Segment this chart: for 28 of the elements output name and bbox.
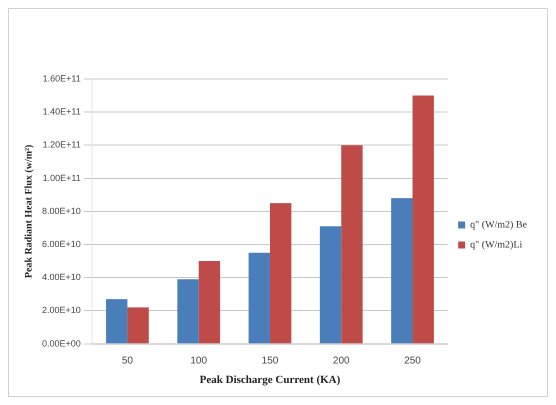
bar xyxy=(391,198,413,344)
x-tick-label: 100 xyxy=(190,356,208,367)
bar xyxy=(341,145,363,344)
bar xyxy=(248,252,270,344)
y-tick-label: 1.60E+11 xyxy=(42,73,81,84)
y-tick-label: 4.00E+10 xyxy=(42,272,81,282)
bar xyxy=(177,279,199,344)
x-axis-title: Peak Discharge Current (KA) xyxy=(200,374,341,386)
x-tick-label: 150 xyxy=(262,356,279,367)
y-axis-title: Peak Radiant Heat Flux (w/m²) xyxy=(24,144,35,278)
legend-label: q" (W/m2) Be xyxy=(470,220,528,231)
y-tick-label: 8.00E+10 xyxy=(42,206,81,216)
x-tick-label: 50 xyxy=(122,356,134,367)
bar xyxy=(320,226,342,344)
y-tick-label: 0.00E+00 xyxy=(42,338,81,348)
y-tick-label: 1.00E+11 xyxy=(42,172,81,183)
bar xyxy=(412,96,434,344)
y-tick-label: 6.00E+10 xyxy=(42,238,81,249)
bar xyxy=(198,261,220,344)
bar xyxy=(106,299,128,344)
y-tick-label: 1.20E+11 xyxy=(42,140,81,150)
x-tick-label: 200 xyxy=(332,356,350,367)
y-tick-label: 2.00E+10 xyxy=(42,305,81,316)
bar xyxy=(127,307,149,344)
y-tick-label: 1.40E+11 xyxy=(42,106,81,117)
bar xyxy=(270,203,292,344)
legend-label: q" (W/m2)Li xyxy=(470,240,522,251)
x-tick-label: 250 xyxy=(404,356,422,367)
